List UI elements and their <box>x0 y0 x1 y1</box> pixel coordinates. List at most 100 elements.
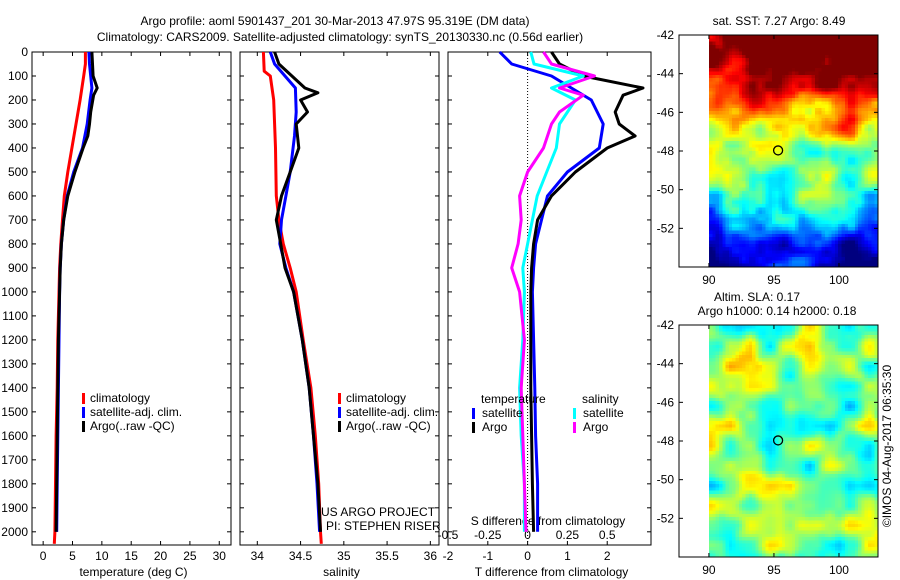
series-salinity-argo <box>510 51 596 532</box>
lat-tick-label: -52 <box>657 511 675 525</box>
y-tick-label: 500 <box>8 165 28 179</box>
legend-label: climatology <box>346 391 406 405</box>
legend-swatch <box>82 407 85 418</box>
y-tick-label: 1200 <box>1 333 28 347</box>
y-tick-label: 1900 <box>1 501 28 515</box>
map-title-1: Altim. SLA: 0.17 <box>714 290 800 304</box>
legend-label: satellite <box>482 406 523 420</box>
sla-map-image <box>709 325 878 557</box>
x-tick-label: 15 <box>125 549 139 563</box>
x-tick-label: 20 <box>154 549 168 563</box>
project-line-1: US ARGO PROJECT <box>321 505 436 519</box>
legend-swatch <box>338 393 341 404</box>
y-tick-label: 1800 <box>1 477 28 491</box>
project-line-2: PI: STEPHEN RISER <box>326 519 441 533</box>
s-tick-label: 0 <box>524 528 531 542</box>
x-tick-label: 30 <box>213 549 227 563</box>
panel-salinity: 34 34.5 35 35.5 36 salinity climatologysatelli… <box>239 51 440 579</box>
x-tick-label: -2 <box>443 549 454 563</box>
legend-label: Argo(..raw -QC) <box>346 419 431 433</box>
y-tick-label: 0 <box>21 45 28 59</box>
credit-text: ©IMOS 04-Aug-2017 06:35:30 <box>880 365 894 528</box>
y-tick-label: 1600 <box>1 429 28 443</box>
x-tick-label: -1 <box>482 549 493 563</box>
legend-label: climatology <box>90 391 150 405</box>
legend-title-salinity: salinity <box>582 392 619 406</box>
lat-tick-label: -42 <box>657 318 675 332</box>
x-tick-label: 35 <box>337 549 351 563</box>
series-satellite-adj-clim- <box>55 51 94 532</box>
x-axis-label: T difference from climatology <box>475 565 629 579</box>
series-climatology <box>261 51 323 544</box>
lat-tick-label: -46 <box>657 395 675 409</box>
argo-location-marker <box>772 435 784 446</box>
s-tick-label: 0.25 <box>556 528 580 542</box>
map-frame <box>678 34 879 268</box>
x-axis-label: temperature (deg C) <box>79 565 187 579</box>
legend-label: satellite-adj. clim. <box>346 405 438 419</box>
y-tick-label: 900 <box>8 261 28 275</box>
s-axis-label: S difference from climatology <box>471 514 626 528</box>
series-temperature-argo <box>529 51 645 532</box>
map-axes-sst-map: -42 -44 -46 -48 -50 -52 90 95 100 sat. SST: 7.27 … <box>657 14 879 287</box>
panel-temperature: 0100200300400500600700800900100011001200… <box>1 45 232 579</box>
plot-frame <box>447 51 652 546</box>
series-temperature-satellite <box>498 50 605 532</box>
y-tick-label: 300 <box>8 117 28 131</box>
lon-tick-label: 95 <box>767 563 781 577</box>
legend-label: satellite-adj. clim. <box>90 405 182 419</box>
x-tick-label: 34.5 <box>289 549 313 563</box>
argo-location-marker <box>772 145 784 156</box>
y-tick-label: 800 <box>8 237 28 251</box>
legend-swatch <box>338 421 341 432</box>
map-frame <box>678 324 879 558</box>
lat-tick-label: -52 <box>657 221 675 235</box>
lon-tick-label: 100 <box>829 273 849 287</box>
x-tick-label: 34 <box>251 549 265 563</box>
title-line-1: Argo profile: aoml 5901437_201 30-Mar-20… <box>141 14 530 28</box>
x-tick-label: 36 <box>424 549 438 563</box>
legend-title-temperature: temperature <box>481 392 546 406</box>
legend-swatch <box>82 421 85 432</box>
sst-map-image <box>709 35 878 267</box>
x-tick-label: 0 <box>40 549 47 563</box>
y-tick-label: 600 <box>8 189 28 203</box>
lon-tick-label: 90 <box>702 563 716 577</box>
s-tick-label: -0.5 <box>438 528 459 542</box>
legend-label: satellite <box>583 406 624 420</box>
y-tick-label: 200 <box>8 93 28 107</box>
x-tick-label: 35.5 <box>375 549 399 563</box>
legend-swatch <box>338 407 341 418</box>
plot-frame <box>31 51 232 546</box>
series-argo-raw-qc- <box>54 51 99 532</box>
legend-label: Argo <box>583 420 609 434</box>
s-tick-label: -0.25 <box>474 528 502 542</box>
panel-difference: -2 -1 0 1 2 T difference from climatology -0.5… <box>438 50 652 579</box>
y-tick-label: 1100 <box>2 309 28 323</box>
x-tick-label: 10 <box>95 549 109 563</box>
legend-label: Argo <box>482 420 508 434</box>
legend-swatch <box>82 393 85 404</box>
x-tick-label: 25 <box>183 549 197 563</box>
legend-swatch <box>573 422 576 433</box>
y-tick-label: 1000 <box>1 285 28 299</box>
lat-tick-label: -46 <box>657 105 675 119</box>
y-tick-label: 400 <box>8 141 28 155</box>
lat-tick-label: -50 <box>657 183 675 197</box>
plot-frame <box>239 51 440 546</box>
legend-swatch <box>472 408 475 419</box>
lon-tick-label: 90 <box>702 273 716 287</box>
y-tick-label: 2000 <box>1 525 28 539</box>
x-tick-label: 5 <box>69 549 76 563</box>
x-axis-label: salinity <box>323 565 360 579</box>
y-tick-label: 1400 <box>1 381 28 395</box>
lat-tick-label: -42 <box>657 28 675 42</box>
lon-tick-label: 95 <box>767 273 781 287</box>
series-argo-raw-qc- <box>273 51 322 532</box>
legend-swatch <box>472 422 475 433</box>
x-tick-label: 0 <box>524 549 531 563</box>
lon-tick-label: 100 <box>829 563 849 577</box>
x-tick-label: 1 <box>564 549 571 563</box>
